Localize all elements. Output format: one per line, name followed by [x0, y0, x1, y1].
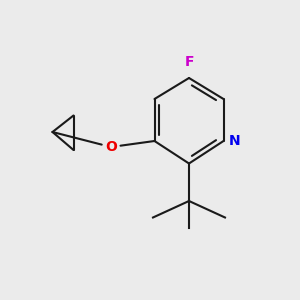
Text: O: O — [105, 140, 117, 154]
Text: F: F — [184, 55, 194, 68]
Text: N: N — [229, 134, 241, 148]
